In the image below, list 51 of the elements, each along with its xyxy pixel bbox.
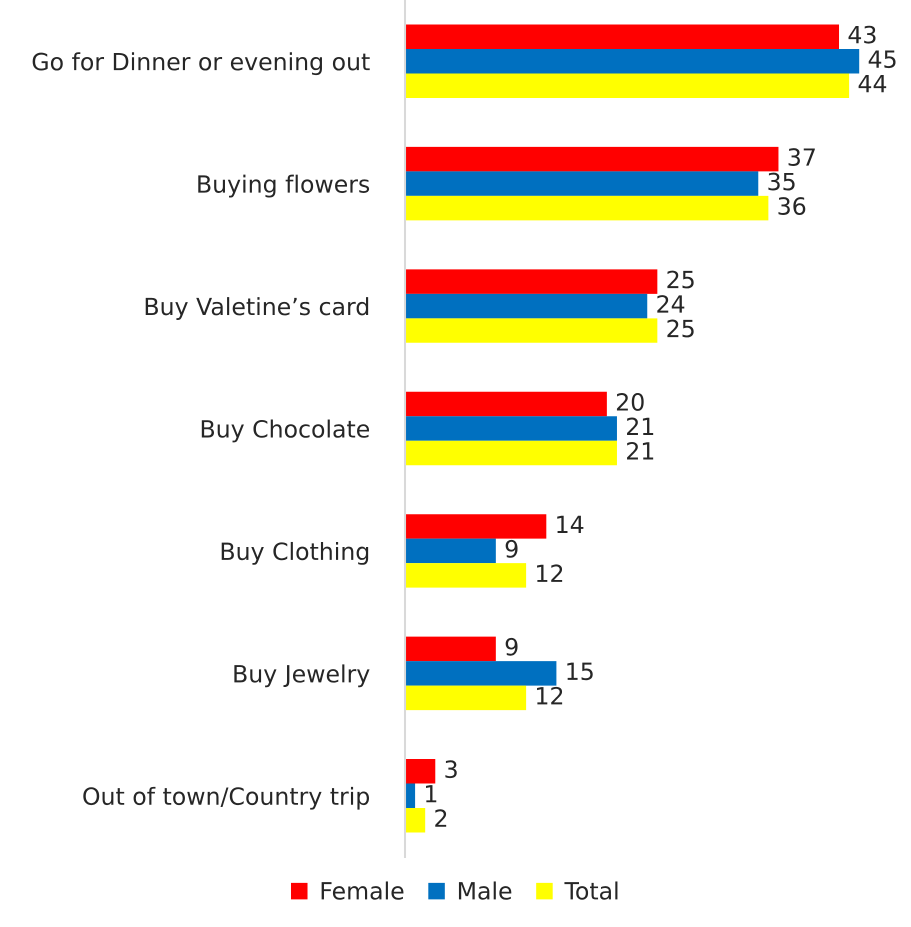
bar xyxy=(405,416,617,441)
legend-label: Female xyxy=(322,881,404,900)
bar xyxy=(405,759,436,784)
legend-label: Total xyxy=(564,881,618,900)
data-label: 43 xyxy=(848,26,876,44)
legend-label: Male xyxy=(458,881,512,900)
bar xyxy=(405,318,658,343)
data-label: 9 xyxy=(506,540,518,558)
data-label: 24 xyxy=(657,295,684,313)
bar xyxy=(405,686,526,710)
bar xyxy=(405,269,658,294)
bar xyxy=(405,24,840,49)
data-label: 12 xyxy=(537,686,562,704)
data-label: 35 xyxy=(768,172,795,190)
bar xyxy=(405,514,546,539)
data-label: 15 xyxy=(567,662,593,680)
bar xyxy=(405,538,496,564)
bar xyxy=(405,636,496,662)
bar xyxy=(405,808,426,833)
bar xyxy=(405,661,556,686)
bar xyxy=(405,440,617,466)
bar xyxy=(405,171,758,196)
y-tick-label: Buying flowers xyxy=(198,174,370,198)
y-tick-label: Buy Clothing xyxy=(222,542,368,565)
bar xyxy=(405,146,778,172)
data-label: 37 xyxy=(788,148,815,166)
y-tick-label: Buy Chocolate xyxy=(202,420,370,442)
bar xyxy=(405,294,648,318)
data-label: 20 xyxy=(616,393,644,411)
y-tick-label: Buy Valetine’s card xyxy=(146,297,368,320)
y-tick-label: Go for Dinner or evening out xyxy=(32,52,370,76)
data-label: 2 xyxy=(435,809,446,827)
data-label: 21 xyxy=(627,442,654,460)
bar xyxy=(405,392,607,416)
bar xyxy=(405,73,850,98)
data-label: 1 xyxy=(426,785,436,802)
bar xyxy=(405,563,526,588)
y-tick-label: Out of town/Country trip xyxy=(83,786,369,810)
data-label: 44 xyxy=(858,75,886,92)
data-label: 21 xyxy=(627,417,654,436)
data-label: 9 xyxy=(506,638,518,656)
data-label: 12 xyxy=(537,564,562,582)
y-tick-label: Buy Jewelry xyxy=(234,664,370,688)
data-label: 25 xyxy=(667,320,694,338)
data-label: 14 xyxy=(557,516,584,533)
data-label: 25 xyxy=(667,270,694,288)
bar xyxy=(405,48,860,74)
data-label: 45 xyxy=(868,50,896,68)
data-label: 36 xyxy=(778,197,806,215)
bar xyxy=(405,196,768,220)
data-label: 3 xyxy=(445,760,457,778)
